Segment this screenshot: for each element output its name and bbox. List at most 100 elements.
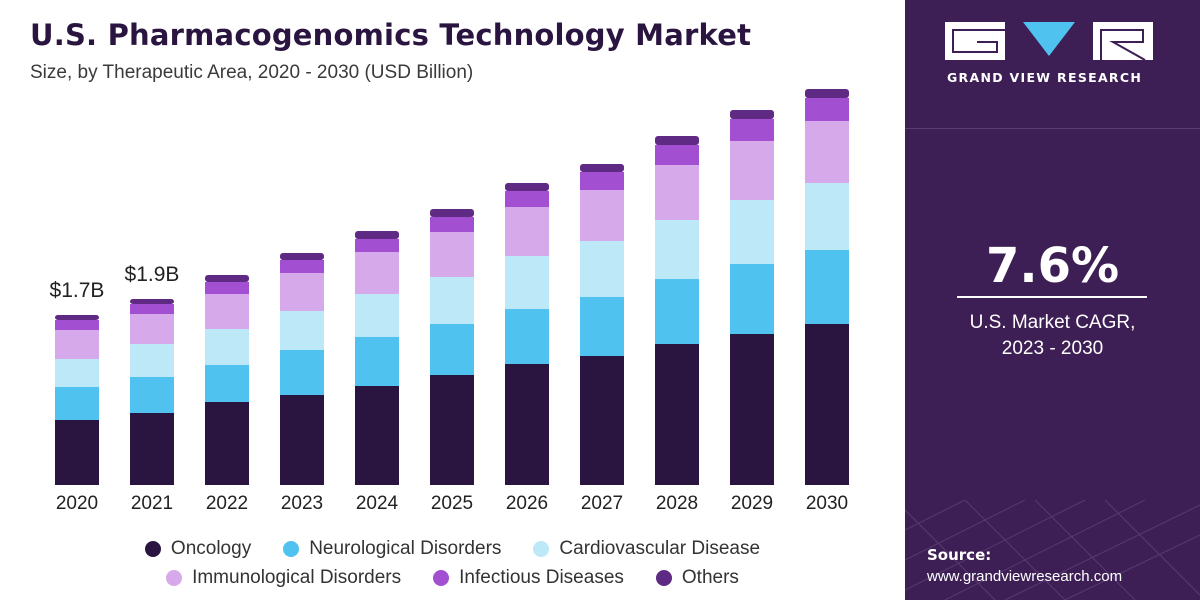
bar-segment-cardiovascular-disease-2021: [130, 344, 174, 377]
bar-total-label-2020: $1.7B: [50, 279, 105, 302]
bar-segment-infectious-diseases-2029: [730, 119, 774, 141]
bar-segment-others-2023: [280, 253, 324, 260]
bar-segment-cardiovascular-disease-2022: [205, 329, 249, 365]
x-tick-label: 2023: [281, 493, 323, 514]
chart-subtitle: Size, by Therapeutic Area, 2020 - 2030 (…: [30, 62, 474, 83]
legend-swatch-oncology: [144, 540, 161, 557]
bar-segment-others-2020: [55, 315, 99, 320]
bar-segment-oncology-2026: [505, 364, 549, 485]
bar-segment-immunological-disorders-2027: [580, 190, 624, 241]
logo-v-icon: [1023, 22, 1075, 56]
bar-segment-immunological-disorders-2022: [205, 294, 249, 329]
bar-segment-infectious-diseases-2027: [580, 172, 624, 190]
bar-segment-cardiovascular-disease-2024: [355, 294, 399, 337]
bar-segment-neurological-disorders-2021: [130, 377, 174, 413]
logo-r-icon: [1093, 22, 1153, 60]
bar-segment-infectious-diseases-2020: [55, 320, 99, 330]
brand-name: GRAND VIEW RESEARCH: [947, 70, 1143, 85]
bar-segment-immunological-disorders-2030: [805, 121, 849, 183]
x-tick-label: 2021: [131, 493, 173, 514]
legend-item-cardiovascular: Cardiovascular Disease: [533, 538, 760, 560]
x-tick-label: 2024: [356, 493, 399, 514]
bar-segment-infectious-diseases-2024: [355, 239, 399, 252]
bar-segment-oncology-2023: [280, 395, 324, 485]
brand-logo[interactable]: GRAND VIEW RESEARCH: [945, 22, 1165, 85]
bar-segment-infectious-diseases-2026: [505, 191, 549, 207]
bar-segment-immunological-disorders-2020: [55, 330, 99, 359]
bar-segment-immunological-disorders-2024: [355, 252, 399, 294]
bar-segment-cardiovascular-disease-2027: [580, 241, 624, 297]
source-url-link[interactable]: www.grandviewresearch.com: [927, 568, 1123, 585]
x-tick-label: 2028: [656, 493, 698, 514]
legend-swatch-cardiovascular: [533, 540, 550, 557]
x-tick-label: 2022: [206, 493, 248, 514]
logo-g-icon: [945, 22, 1005, 60]
bar-segment-cardiovascular-disease-2028: [655, 220, 699, 279]
bar-segment-others-2021: [130, 299, 174, 304]
bar-segment-others-2022: [205, 275, 249, 282]
x-tick-label: 2030: [806, 493, 848, 514]
legend-swatch-infectious: [433, 569, 450, 586]
bar-segment-oncology-2021: [130, 413, 174, 485]
bar-segment-neurological-disorders-2026: [505, 309, 549, 364]
cagr-label-line1: U.S. Market CAGR,: [969, 312, 1136, 333]
bar-segment-neurological-disorders-2030: [805, 250, 849, 324]
bar-segment-neurological-disorders-2028: [655, 279, 699, 344]
bar-segment-oncology-2027: [580, 356, 624, 485]
bar-segment-cardiovascular-disease-2023: [280, 311, 324, 350]
legend-label: Oncology: [170, 537, 252, 559]
bar-segment-immunological-disorders-2025: [430, 232, 474, 277]
bar-segment-oncology-2020: [55, 420, 99, 485]
bar-segment-immunological-disorders-2021: [130, 314, 174, 344]
legend-row-1: Oncology Neurological Disorders Cardiova…: [0, 534, 905, 563]
sidebar-panel: GRAND VIEW RESEARCH 7.6% U.S. Market CAG…: [905, 0, 1200, 600]
sidebar-divider: [905, 128, 1200, 129]
bar-segment-immunological-disorders-2023: [280, 273, 324, 311]
bar-segment-oncology-2029: [730, 334, 774, 485]
legend-item-immunological: Immunological Disorders: [166, 567, 401, 589]
logo-mark: [945, 22, 1165, 60]
stacked-bar-chart: 2020 2021 2022 2023 2024 2025 2026 2027 2028 2029…: [50, 89, 849, 514]
bar-segment-neurological-disorders-2027: [580, 297, 624, 356]
cagr-label-line2: 2023 - 2030: [1001, 338, 1104, 359]
x-tick-label: 2020: [56, 493, 98, 514]
bar-segment-neurological-disorders-2020: [55, 387, 99, 420]
legend-swatch-others: [655, 569, 672, 586]
bar-segment-cardiovascular-disease-2020: [55, 359, 99, 387]
legend-item-neurological: Neurological Disorders: [283, 538, 501, 560]
legend-swatch-neurological: [283, 540, 300, 557]
bar-segment-neurological-disorders-2029: [730, 264, 774, 334]
legend-item-oncology: Oncology: [144, 537, 252, 560]
bar-segment-immunological-disorders-2028: [655, 165, 699, 220]
bar-segment-others-2028: [655, 136, 699, 145]
bar-segment-infectious-diseases-2022: [205, 282, 249, 294]
legend-row-2: Immunological Disorders Infectious Disea…: [0, 563, 905, 592]
bar-segment-immunological-disorders-2026: [505, 207, 549, 256]
bar-segment-oncology-2022: [205, 402, 249, 485]
x-tick-label: 2029: [731, 493, 773, 514]
cagr-label: U.S. Market CAGR, 2023 - 2030: [905, 310, 1200, 362]
bar-segment-others-2026: [505, 183, 549, 191]
bar-segment-oncology-2028: [655, 344, 699, 485]
bar-segment-others-2030: [805, 89, 849, 98]
bar-segment-neurological-disorders-2024: [355, 337, 399, 386]
source-title: Source:: [927, 546, 992, 564]
cagr-value: 7.6%: [985, 238, 1120, 294]
bar-total-label-2021: $1.9B: [125, 263, 180, 286]
bar-segment-neurological-disorders-2022: [205, 365, 249, 402]
bar-segment-infectious-diseases-2030: [805, 98, 849, 121]
bar-segment-infectious-diseases-2023: [280, 260, 324, 273]
bar-segment-infectious-diseases-2025: [430, 217, 474, 232]
legend-label: Immunological Disorders: [192, 566, 402, 588]
x-tick-label: 2026: [506, 493, 548, 514]
bar-segment-others-2027: [580, 164, 624, 172]
bar-segment-oncology-2030: [805, 324, 849, 485]
legend-item-infectious: Infectious Diseases: [433, 567, 624, 589]
legend-item-others: Others: [655, 566, 739, 589]
chart-legend: Oncology Neurological Disorders Cardiova…: [0, 534, 905, 592]
bar-segment-cardiovascular-disease-2026: [505, 256, 549, 309]
bar-segment-infectious-diseases-2021: [130, 304, 174, 314]
legend-label: Others: [681, 566, 739, 588]
x-tick-label: 2027: [581, 493, 623, 514]
bar-segment-cardiovascular-disease-2025: [430, 277, 474, 324]
